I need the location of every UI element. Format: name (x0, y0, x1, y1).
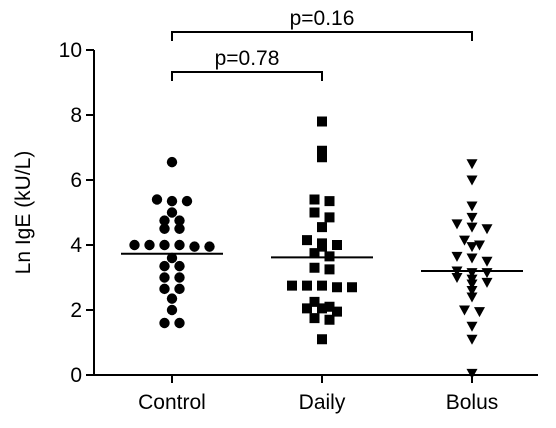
axes: 0 2 4 6 8 10 Control Daily Bolus (59, 39, 538, 414)
data-point (324, 264, 335, 275)
data-point (174, 239, 185, 251)
data-point (309, 248, 320, 259)
significance-annotations: p=0.78 p=0.16 (171, 7, 473, 81)
data-point (466, 286, 478, 296)
data-point (474, 307, 485, 318)
data-point (324, 212, 335, 223)
data-point (451, 219, 463, 230)
y-tick-label: 4 (70, 234, 82, 257)
data-point (466, 222, 478, 233)
data-marks (121, 116, 523, 379)
data-point (332, 306, 342, 317)
data-point (466, 334, 478, 345)
data-point (466, 292, 478, 303)
data-point (159, 272, 170, 283)
data-point (166, 304, 178, 316)
data-point (204, 241, 215, 252)
data-point (287, 280, 297, 291)
data-point (309, 262, 320, 273)
data-point (466, 242, 478, 253)
p-value-label: p=0.16 (290, 7, 355, 30)
data-point (324, 196, 335, 207)
data-point (317, 222, 327, 233)
data-point (466, 159, 478, 170)
data-point (317, 241, 327, 252)
data-point (481, 256, 493, 267)
y-tick-label: 2 (70, 299, 82, 322)
data-point (466, 212, 478, 223)
data-point (181, 195, 193, 207)
data-point (317, 334, 327, 345)
data-point (466, 175, 478, 186)
data-point (302, 303, 312, 314)
data-point (174, 260, 185, 272)
data-point (159, 317, 170, 329)
data-point (166, 252, 178, 264)
x-tick-label: Control (138, 391, 206, 414)
data-point (174, 317, 185, 329)
y-tick-label: 8 (70, 104, 82, 127)
data-point (474, 240, 485, 251)
data-point (174, 272, 185, 283)
y-tick-label: 10 (59, 39, 82, 62)
data-point (302, 280, 312, 291)
data-point (144, 239, 155, 251)
data-point (459, 305, 470, 316)
data-point (466, 368, 478, 379)
significance-bracket (171, 31, 473, 41)
data-point (189, 241, 200, 252)
data-point (466, 201, 478, 212)
data-point (317, 152, 327, 163)
data-point (451, 273, 463, 283)
data-point (317, 145, 327, 156)
data-point (317, 303, 327, 314)
y-tick-label: 0 (70, 364, 82, 387)
data-point (451, 251, 463, 262)
data-point (309, 207, 320, 218)
data-point (459, 235, 470, 246)
data-point (159, 223, 170, 234)
data-point (166, 293, 178, 304)
data-point (159, 239, 170, 251)
data-point (317, 116, 327, 127)
data-point (174, 283, 185, 295)
data-point (332, 240, 342, 250)
p-value-label: p=0.78 (215, 47, 280, 70)
data-point (166, 195, 178, 207)
y-axis-title: Ln IgE (kU/L) (12, 151, 35, 275)
data-point (317, 280, 327, 291)
x-tick-label: Bolus (446, 391, 499, 414)
data-point (302, 235, 312, 246)
data-point (466, 321, 478, 332)
data-point (481, 224, 493, 235)
data-point (332, 282, 342, 293)
data-point (159, 215, 170, 226)
significance-bracket (171, 71, 323, 81)
data-point (347, 282, 357, 293)
data-point (324, 301, 335, 312)
data-point (324, 314, 335, 325)
data-point (151, 194, 163, 205)
data-point (481, 277, 493, 288)
data-point (309, 313, 320, 324)
data-point (481, 268, 493, 279)
data-point (159, 260, 170, 272)
y-tick-label: 6 (70, 169, 82, 192)
data-point (466, 279, 478, 290)
data-point (174, 223, 185, 234)
data-point (166, 207, 178, 218)
data-point (129, 239, 140, 251)
data-point (309, 296, 320, 307)
data-point (159, 283, 170, 295)
data-point (466, 253, 478, 264)
data-point (309, 194, 320, 205)
data-point (174, 215, 185, 226)
x-tick-label: Daily (299, 391, 346, 414)
data-point (166, 156, 178, 168)
